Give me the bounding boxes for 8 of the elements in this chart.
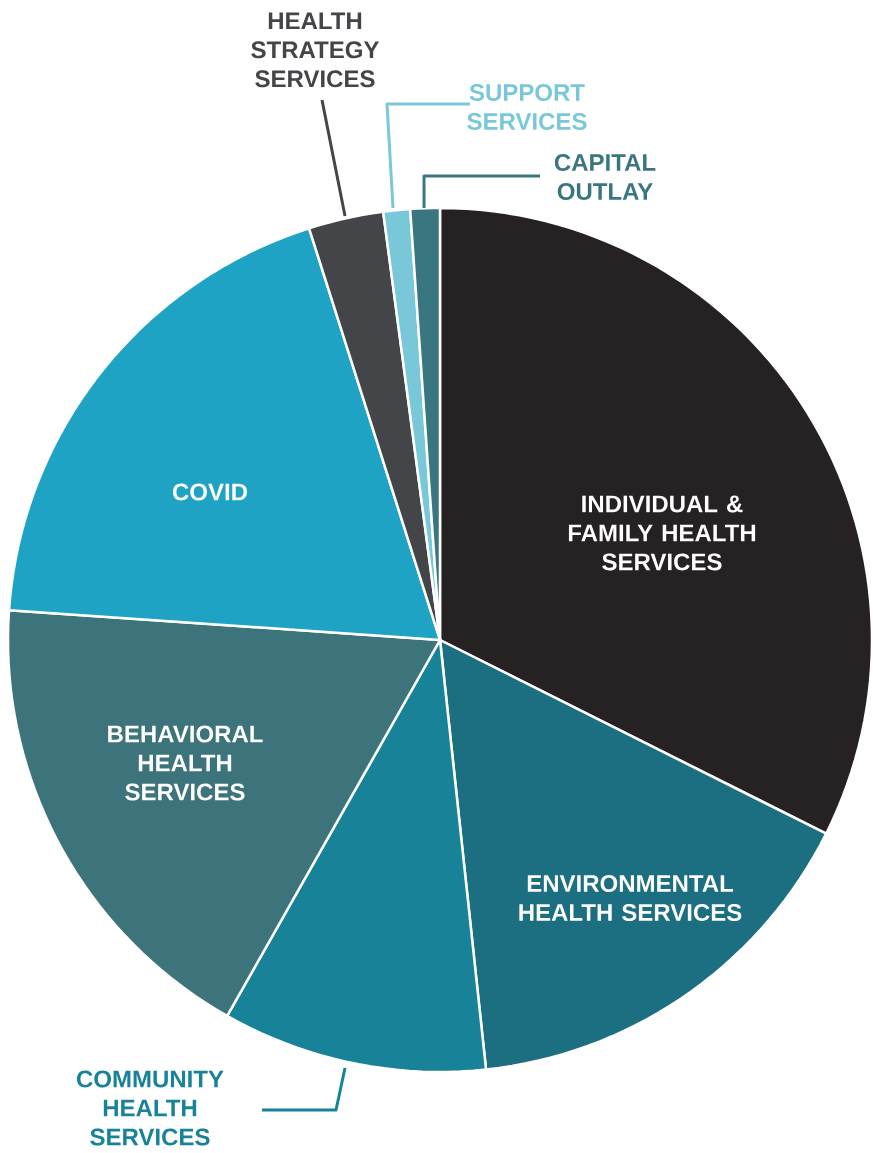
slice-label: CAPITAL OUTLAY <box>554 154 656 200</box>
slice-label: ENVIRONMENTAL HEALTH SERVICES <box>519 875 742 921</box>
legend-label: COMMUNITY HEALTH SERVICES <box>77 1070 224 1146</box>
slice-label: COVID <box>172 483 247 501</box>
slice-label: BEHAVIORAL HEALTH SERVICES <box>108 725 263 801</box>
slice-label: SUPPORT SERVICES <box>467 84 587 130</box>
slice-label: INDIVIDUAL & FAMILY HEALTH SERVICES <box>568 495 756 571</box>
slice-label: HEALTH STRATEGY SERVICES <box>251 12 380 88</box>
